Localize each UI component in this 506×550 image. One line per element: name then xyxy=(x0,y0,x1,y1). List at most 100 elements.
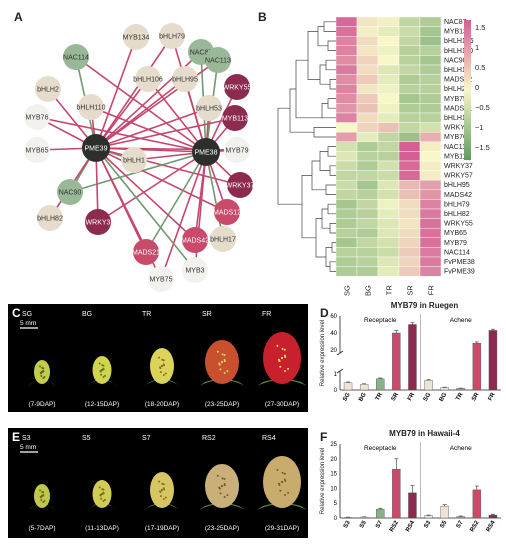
node-bHLH106 xyxy=(135,66,161,92)
achene xyxy=(283,370,286,373)
heat-cell xyxy=(398,141,421,152)
y-tick: 1 xyxy=(334,372,338,378)
heat-cell xyxy=(335,64,358,75)
x-tick: RS4 xyxy=(405,519,416,533)
heat-cell xyxy=(356,237,379,248)
node-label-MYB75: MYB75 xyxy=(150,277,173,284)
hub-label-PME38: PME38 xyxy=(195,150,218,157)
stage-label-TR: TR xyxy=(142,311,151,318)
heat-legend-tick: 1 xyxy=(475,43,479,52)
heat-cell xyxy=(356,227,379,238)
node-NAC113 xyxy=(205,47,231,73)
node-label-bHLH110: bHLH110 xyxy=(76,105,105,112)
achene xyxy=(162,483,165,486)
achene xyxy=(223,484,226,487)
heat-cell xyxy=(356,64,379,75)
heat-cell xyxy=(398,199,421,210)
stage-label-S5: S5 xyxy=(82,435,91,442)
heat-cell xyxy=(419,227,442,238)
heat-cell xyxy=(398,227,421,238)
node-label-bHLH53: bHLH53 xyxy=(196,106,222,113)
heat-cell xyxy=(398,16,421,27)
achene xyxy=(221,353,224,356)
bar-SG xyxy=(343,382,353,391)
heat-cell xyxy=(398,256,421,267)
achene xyxy=(158,480,161,483)
heat-cell xyxy=(377,227,400,238)
edge-bHLH106-pme39 xyxy=(95,78,149,149)
bar-S5 xyxy=(359,516,369,519)
x-tick: SR xyxy=(391,391,401,402)
achene xyxy=(277,358,280,361)
heat-cell xyxy=(398,160,421,171)
y-tick: 40 xyxy=(330,331,337,337)
node-bHLH110 xyxy=(78,94,104,120)
heat-legend-tick: −1 xyxy=(475,123,484,132)
heat-cell xyxy=(377,45,400,56)
achene xyxy=(216,474,219,477)
hub-PME38 xyxy=(192,138,220,166)
achene xyxy=(164,372,167,375)
achene xyxy=(102,376,105,379)
heat-cell xyxy=(377,55,400,66)
node-label-NAC114: NAC114 xyxy=(63,55,89,62)
node-bHLH53 xyxy=(196,95,222,121)
heat-cell xyxy=(419,247,442,258)
heat-row-label: MADS21 xyxy=(444,105,472,112)
x-tick: S3 xyxy=(343,519,352,529)
achene xyxy=(102,488,105,491)
heat-legend-tick: −0.5 xyxy=(475,103,490,112)
node-MYB79 xyxy=(224,137,250,163)
achene xyxy=(287,491,290,494)
achene xyxy=(159,371,162,374)
heat-cell xyxy=(419,208,442,219)
achene xyxy=(163,488,166,491)
node-label-bHLH95: bHLH95 xyxy=(172,77,198,84)
heat-cell xyxy=(377,218,400,229)
bar-S3 xyxy=(343,517,353,519)
achene xyxy=(163,364,166,367)
achene xyxy=(159,495,162,498)
achene xyxy=(219,368,222,371)
panel-b-label: B xyxy=(258,10,267,24)
heat-row-label: FvPME39 xyxy=(444,269,475,276)
heat-cell xyxy=(356,55,379,66)
node-label-WRKY37: WRKY37 xyxy=(226,183,255,190)
fruit-calyx xyxy=(144,379,180,386)
heat-row-label: bHLH82 xyxy=(444,211,470,218)
group-label: Achene xyxy=(450,445,472,452)
heat-cell xyxy=(356,189,379,200)
achene xyxy=(42,370,45,373)
heat-row-label: MYB65 xyxy=(444,230,467,237)
heat-cell xyxy=(398,218,421,229)
achene xyxy=(162,374,165,377)
panel-a-label: A xyxy=(14,10,23,24)
stage-label-RS2: RS2 xyxy=(202,435,216,442)
heat-cell xyxy=(419,151,442,162)
node-label-MYB65: MYB65 xyxy=(26,148,49,155)
achene xyxy=(162,359,165,362)
heat-cell xyxy=(419,131,442,142)
axis-break xyxy=(336,350,344,356)
node-label-bHLH1: bHLH1 xyxy=(123,158,145,165)
x-tick: S5 xyxy=(440,519,449,529)
achene xyxy=(216,350,219,353)
achene xyxy=(283,472,286,475)
heat-cell xyxy=(419,26,442,37)
heat-legend-tick: 1.5 xyxy=(475,23,485,32)
heat-cell xyxy=(398,93,421,104)
bar-S5 xyxy=(440,505,449,519)
dendrogram xyxy=(277,21,336,272)
heat-cell xyxy=(398,122,421,133)
achene xyxy=(279,365,282,368)
heat-cell xyxy=(377,131,400,142)
heat-cell xyxy=(335,266,358,277)
heat-row-label: bHLH79 xyxy=(444,201,470,208)
bar-FR xyxy=(488,330,498,391)
node-label-bHLH79: bHLH79 xyxy=(159,34,185,41)
bar-SR xyxy=(472,343,482,391)
edge-MADS21-pme38 xyxy=(145,151,207,253)
heat-cell xyxy=(356,141,379,152)
heat-cell xyxy=(335,199,358,210)
node-label-bHLH82: bHLH82 xyxy=(37,216,63,223)
